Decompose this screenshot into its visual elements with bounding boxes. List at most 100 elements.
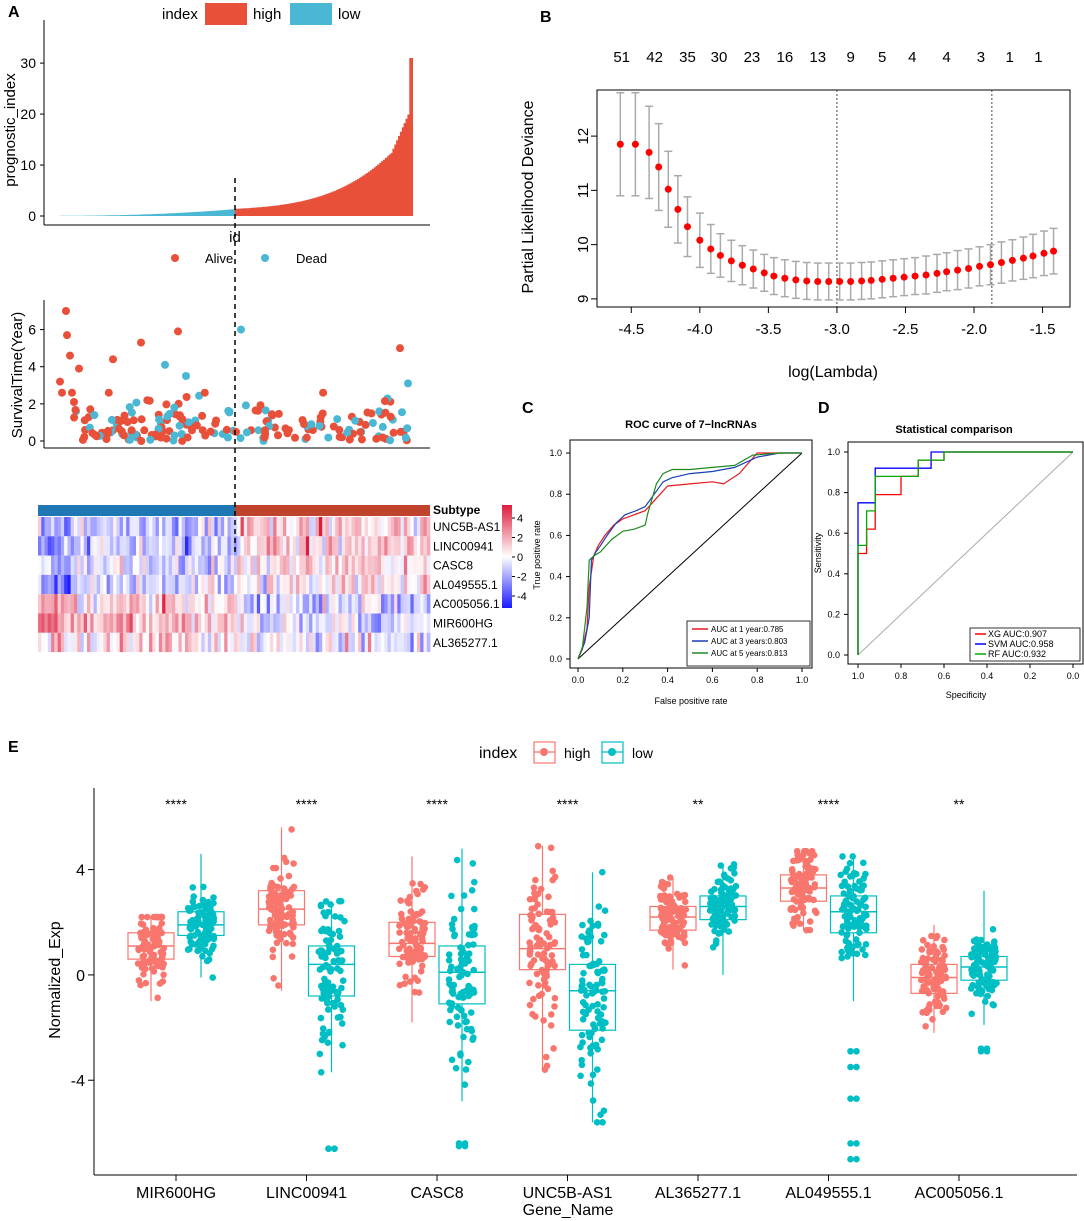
a2-point [242,428,251,437]
d-ytick-label: 1.0 [827,447,840,457]
a3-cell [122,632,127,653]
a3-cell [403,632,408,653]
a3-cell [145,632,150,653]
a3-cell [400,536,405,556]
c-xtick-label: 1.0 [796,675,809,685]
a3-cell [171,594,176,614]
a3-cell [181,555,186,575]
d-diagonal [857,451,1074,656]
e-jitter-point [449,990,457,997]
e-jitter-point [548,952,556,959]
e-jitter-point [338,1020,346,1027]
a3-cell [243,574,248,595]
a3-cell [64,632,68,653]
a3-cell [113,555,117,575]
a3-cell [139,517,143,537]
e-jitter-point [548,1011,555,1018]
a3-cell [136,536,140,556]
e-jitter-point [977,936,985,944]
panel-c-roc: ROC curve of 7−lncRNAs 0.00.00.20.20.40.… [532,419,813,706]
a3-cell [247,555,251,575]
a3-cell [57,517,62,537]
a3-cell [253,613,258,633]
a3-cell [211,517,215,537]
a3-cell [67,613,72,633]
a3-cell [70,555,75,575]
a1-ytick-label: 10 [20,157,36,173]
e-jitter-point [285,872,293,880]
d-ytick-label: 0.0 [827,650,840,660]
a3-cell [397,555,401,575]
a2-point [232,427,240,436]
e-jitter-point [445,999,453,1007]
a3-cell [155,517,160,537]
a1-ytick-label: 30 [20,55,36,71]
a2-point [86,405,95,414]
e-jitter-point [135,977,143,984]
e-jitter-point [201,912,208,920]
a3-cell [220,574,225,595]
a3-cell [207,574,212,595]
a3-cell [155,613,160,633]
a3-cell [332,632,336,653]
a3-cell [394,594,398,614]
a3-cell [286,536,290,556]
a2-point [154,424,163,433]
a3-cell [201,632,205,653]
a3-cell [276,594,281,614]
a3-cell [309,536,313,556]
a3-cell [149,574,153,595]
a3-cell [116,632,121,653]
a3-cell [168,555,173,575]
e-jitter-point [527,962,534,970]
e-jitter-point [209,974,216,981]
a3-cell [322,594,326,614]
e-jitter-point [939,988,947,995]
e-jitter-point [664,880,672,888]
e-jitter-point [275,982,282,989]
a3-cell [217,555,222,575]
a3-cell [240,517,245,537]
a2-point [132,398,141,407]
b-point [922,271,930,279]
a3-cell [198,555,202,575]
e-jitter-point [795,890,802,897]
a3-cell [237,517,241,537]
a3-cell [387,594,392,614]
a3-cell [335,632,339,653]
a1-legend-label-low: low [338,6,361,23]
a3-cell [80,632,85,653]
e-jitter-point [526,1001,534,1009]
e-jitter-point [336,933,344,940]
d-legend-label: RF AUC:0.932 [988,649,1046,659]
e-jitter-point [717,862,725,869]
a3-cell [266,613,271,633]
e-legend-label-high: high [564,745,590,761]
e-jitter-point [802,871,809,878]
a3-cell [423,536,428,556]
a3-cell [109,555,114,575]
a3-cell [315,632,320,653]
e-jitter-point [711,927,718,935]
a3-cell [230,555,235,575]
e-jitter-point [658,878,666,886]
e-jitter-point [918,946,926,953]
a3-cell [198,632,202,653]
a3-cell [93,632,98,653]
a3-cell [253,517,258,537]
a3-cell [60,613,65,633]
e-jitter-point [860,859,867,867]
e-jitter-point [532,876,539,884]
a3-cell [273,517,277,537]
a3-cell [100,613,104,633]
a3-cell [162,555,166,575]
a3-cell [416,613,421,633]
a3-cell [423,517,428,537]
panel-d-comparison: Statistical comparison 1.0 0.8 0.6 0.4 0.2 0.… [813,424,1084,700]
b-point [878,275,886,283]
a3-cell [119,632,124,653]
a2-point [378,422,387,431]
a3-cell [51,632,55,653]
a3-cell [149,613,153,633]
a3-cell [283,632,287,653]
